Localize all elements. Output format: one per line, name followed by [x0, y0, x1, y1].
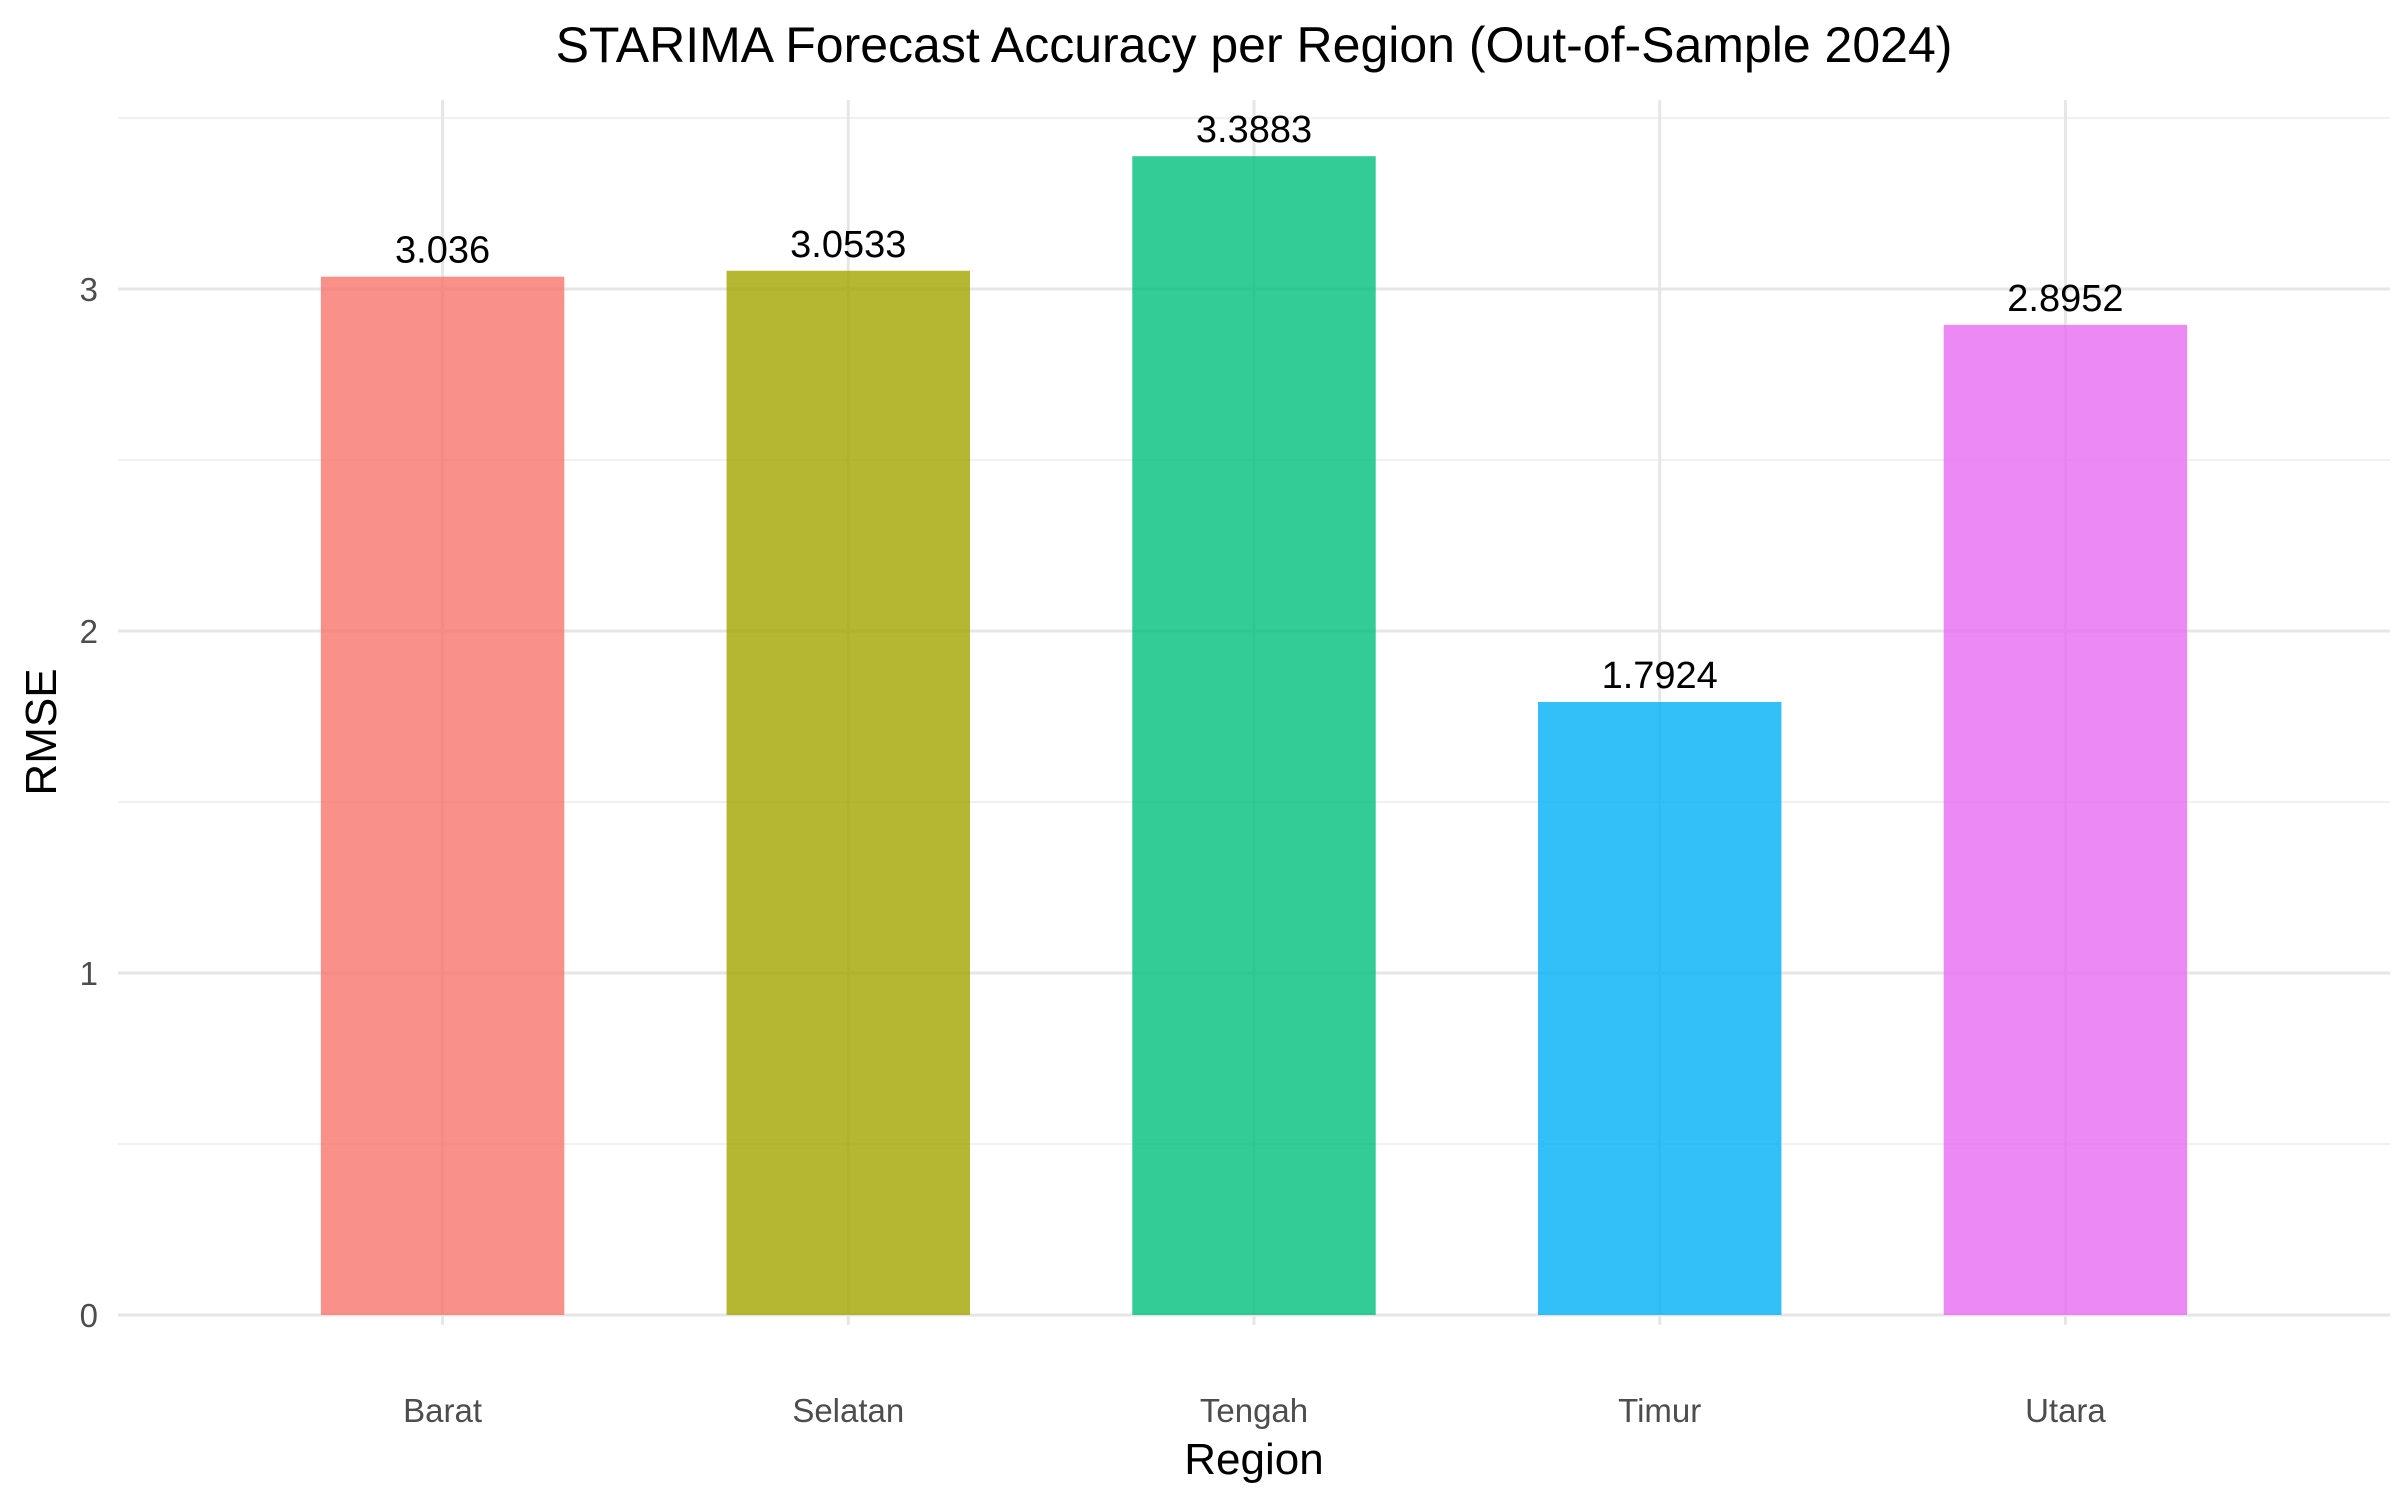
x-tick-label-tengah: Tengah	[1200, 1392, 1308, 1429]
y-tick-label: 0	[80, 1297, 98, 1334]
bars	[320, 156, 2188, 1316]
chart-title: STARIMA Forecast Accuracy per Region (Ou…	[556, 17, 1953, 73]
bar-utara	[1943, 324, 2188, 1315]
data-label-selatan: 3.0533	[790, 224, 906, 266]
x-axis-ticks: Barat Selatan Tengah Timur Utara	[403, 1392, 2106, 1429]
data-labels: 3.036 3.0533 3.3883 1.7924 2.8952	[395, 109, 2124, 697]
y-tick-label: 3	[80, 271, 98, 308]
bar-barat	[320, 276, 565, 1315]
y-axis-ticks: 0 1 2 3	[80, 271, 98, 1334]
data-label-barat: 3.036	[395, 230, 490, 272]
x-tick-label-utara: Utara	[2025, 1392, 2106, 1429]
x-tick-label-timur: Timur	[1618, 1392, 1701, 1429]
bar-tengah	[1132, 156, 1376, 1315]
y-axis-title: RMSE	[17, 668, 66, 795]
y-tick-label: 1	[80, 955, 98, 992]
bar-selatan	[726, 270, 970, 1316]
data-label-tengah: 3.3883	[1196, 109, 1312, 151]
data-label-utara: 2.8952	[2007, 278, 2123, 320]
bar-timur	[1538, 701, 1782, 1315]
x-axis-title: Region	[1184, 1435, 1323, 1484]
x-tick-label-selatan: Selatan	[792, 1392, 904, 1429]
y-tick-label: 2	[80, 613, 98, 650]
x-tick-label-barat: Barat	[403, 1392, 482, 1429]
data-label-timur: 1.7924	[1602, 655, 1718, 697]
